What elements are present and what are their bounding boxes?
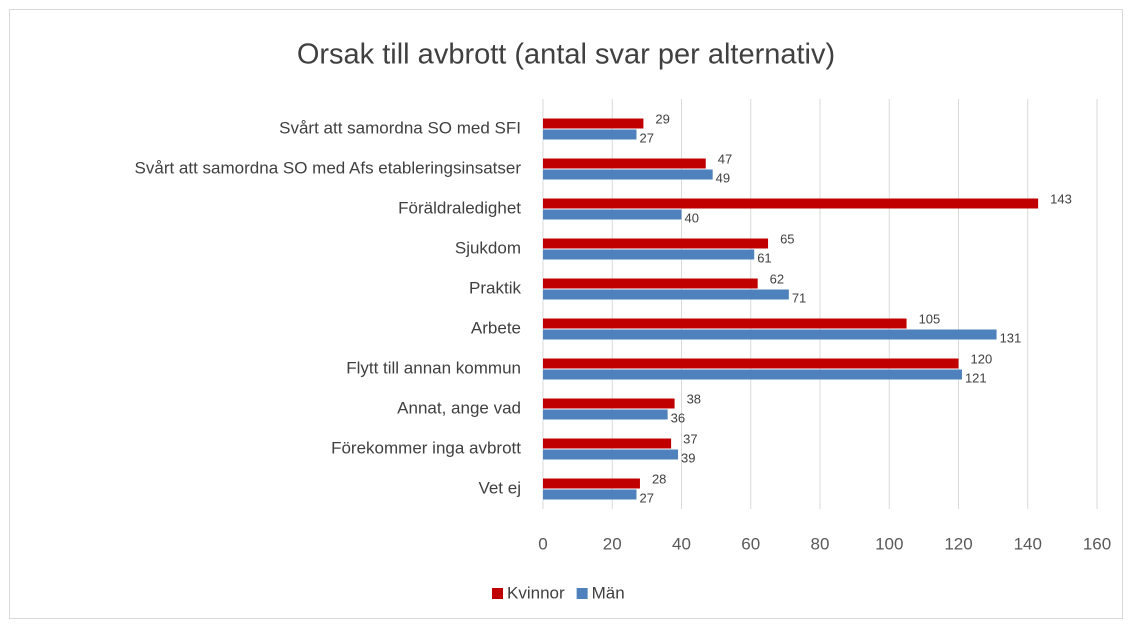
data-label: 27 bbox=[639, 490, 653, 505]
data-label: 47 bbox=[718, 151, 732, 166]
chart-frame bbox=[9, 9, 1123, 619]
bar bbox=[543, 358, 959, 369]
x-tick-label: 120 bbox=[944, 534, 972, 553]
data-label: 36 bbox=[671, 410, 685, 425]
data-label: 61 bbox=[757, 250, 771, 265]
bar bbox=[543, 398, 675, 409]
data-label: 39 bbox=[681, 450, 695, 465]
y-tick-label: Arbete bbox=[471, 318, 521, 337]
x-tick-label: 80 bbox=[811, 534, 830, 553]
legend-label: Män bbox=[592, 583, 625, 602]
bar bbox=[543, 449, 679, 460]
data-label: 143 bbox=[1050, 191, 1072, 206]
x-tick-label: 0 bbox=[538, 534, 547, 553]
bar bbox=[543, 278, 758, 289]
data-label: 38 bbox=[687, 391, 701, 406]
y-tick-label: Svårt att samordna SO med Afs etablering… bbox=[135, 158, 522, 177]
y-tick-label: Förekommer inga avbrott bbox=[331, 438, 521, 457]
data-label: 65 bbox=[780, 231, 794, 246]
data-label: 27 bbox=[639, 130, 653, 145]
x-tick-label: 60 bbox=[741, 534, 760, 553]
data-label: 120 bbox=[971, 351, 993, 366]
bar bbox=[543, 118, 644, 129]
y-tick-label: Annat, ange vad bbox=[397, 398, 521, 417]
x-tick-label: 160 bbox=[1083, 534, 1111, 553]
data-label: 71 bbox=[792, 290, 806, 305]
x-tick-label: 100 bbox=[875, 534, 903, 553]
bar bbox=[543, 129, 637, 140]
bar bbox=[543, 318, 907, 329]
bar bbox=[543, 198, 1039, 209]
data-label: 37 bbox=[683, 431, 697, 446]
bar bbox=[543, 478, 640, 489]
legend-label: Kvinnor bbox=[507, 583, 565, 602]
data-label: 121 bbox=[965, 370, 987, 385]
bar bbox=[543, 238, 769, 249]
bar bbox=[543, 489, 637, 500]
data-label: 28 bbox=[652, 471, 666, 486]
bar bbox=[543, 369, 962, 380]
x-tick-label: 20 bbox=[603, 534, 622, 553]
data-label: 49 bbox=[716, 170, 730, 185]
data-label: 131 bbox=[1000, 330, 1022, 345]
y-tick-label: Vet ej bbox=[478, 478, 521, 497]
y-tick-label: Sjukdom bbox=[455, 238, 521, 257]
y-tick-label: Praktik bbox=[469, 278, 521, 297]
bar bbox=[543, 409, 668, 420]
legend-swatch bbox=[492, 588, 503, 599]
bar bbox=[543, 329, 997, 340]
x-tick-label: 40 bbox=[672, 534, 691, 553]
bar bbox=[543, 438, 672, 449]
x-tick-label: 140 bbox=[1014, 534, 1042, 553]
legend-swatch bbox=[576, 588, 588, 599]
y-tick-label: Föräldraledighet bbox=[398, 198, 521, 217]
data-label: 40 bbox=[685, 210, 699, 225]
y-tick-label: Flytt till annan kommun bbox=[346, 358, 521, 377]
chart-title: Orsak till avbrott (antal svar per alter… bbox=[297, 39, 835, 71]
data-label: 62 bbox=[770, 271, 784, 286]
bar bbox=[543, 289, 789, 300]
data-label: 105 bbox=[919, 311, 941, 326]
bar bbox=[543, 158, 706, 169]
bar bbox=[543, 249, 755, 260]
bar bbox=[543, 169, 713, 180]
bar bbox=[543, 209, 682, 220]
y-tick-label: Svårt att samordna SO med SFI bbox=[279, 118, 521, 137]
data-label: 29 bbox=[655, 111, 669, 126]
